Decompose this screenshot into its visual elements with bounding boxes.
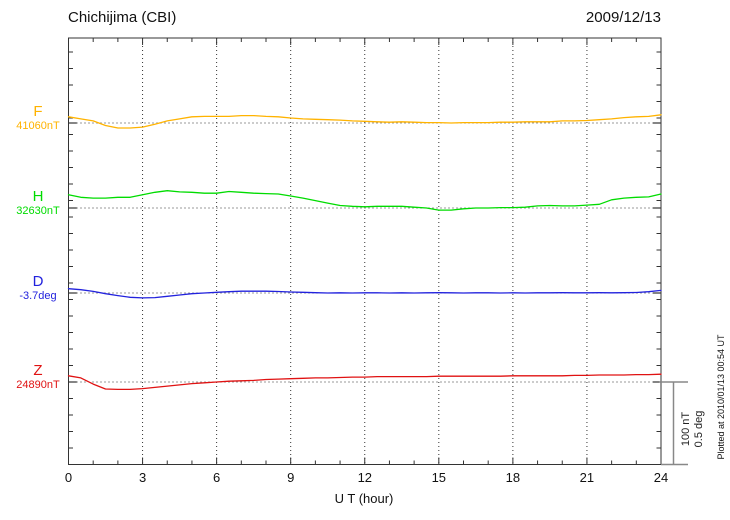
channel-label-z: Z 24890nT [8, 363, 68, 392]
x-tick-label-12: 12 [357, 470, 373, 485]
scale-bar-label: 100 nT 0.5 deg [680, 394, 708, 464]
x-tick-label-21: 21 [579, 470, 595, 485]
channel-letter-d: D [32, 273, 44, 290]
scale-bar-nt: 100 nT [680, 411, 692, 447]
channel-label-d: D -3.7deg [8, 274, 68, 303]
x-tick-label-3: 3 [138, 470, 147, 485]
channel-baseline-z: 24890nT [16, 379, 60, 391]
channel-baseline-d: -3.7deg [19, 290, 57, 302]
channel-baseline-h: 32630nT [16, 205, 60, 217]
x-tick-label-18: 18 [505, 470, 521, 485]
x-tick-label-24: 24 [653, 470, 669, 485]
x-tick-label-6: 6 [212, 470, 221, 485]
x-axis-label: U T (hour) [334, 491, 394, 506]
station-title: Chichijima (CBI) [68, 9, 177, 26]
x-tick-label-9: 9 [287, 470, 295, 485]
scale-bar-deg: 0.5 deg [693, 410, 705, 448]
x-tick-label-15: 15 [431, 470, 447, 485]
plotted-at-note: Plotted at 2010/01/13 00:54 UT [716, 334, 726, 460]
channel-letter-z: Z [33, 362, 43, 379]
channel-label-f: F 41060nT [8, 104, 68, 133]
x-tick-label-0: 0 [64, 470, 73, 485]
channel-label-h: H 32630nT [8, 189, 68, 218]
channel-letter-h: H [32, 188, 44, 205]
channel-baseline-f: 41060nT [16, 120, 60, 132]
channel-letter-f: F [33, 103, 43, 120]
plot-date: 2009/12/13 [585, 9, 661, 26]
